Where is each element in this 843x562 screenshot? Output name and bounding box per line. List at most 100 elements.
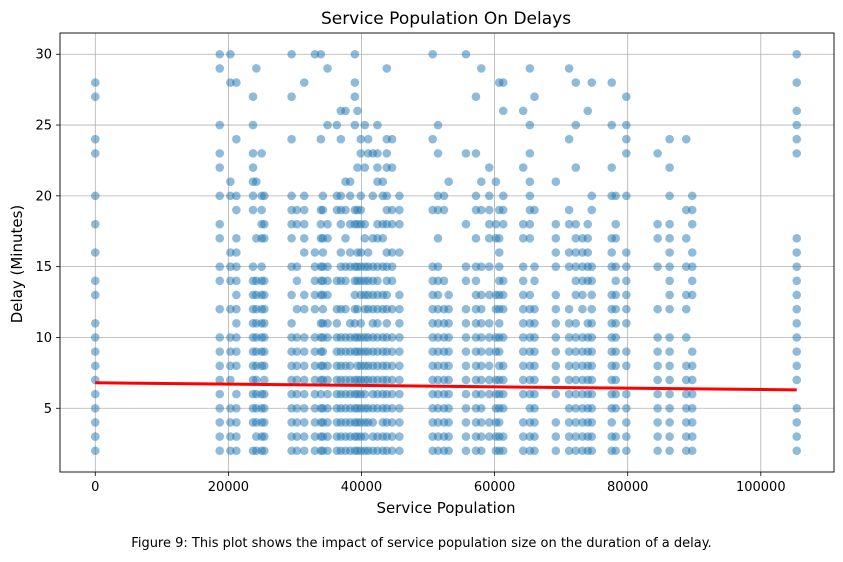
data-point	[498, 191, 508, 201]
data-point	[498, 446, 508, 456]
data-point	[622, 418, 631, 427]
data-point	[444, 347, 453, 356]
data-point	[316, 219, 326, 229]
data-point	[611, 375, 621, 385]
data-point	[622, 389, 631, 399]
data-point	[681, 418, 691, 427]
data-point	[299, 78, 309, 87]
data-point	[332, 319, 342, 328]
data-point	[665, 248, 674, 257]
data-point	[587, 319, 597, 328]
data-point	[476, 403, 486, 413]
data-point	[341, 276, 350, 286]
data-point	[323, 262, 332, 271]
data-point	[653, 333, 662, 342]
data-point	[323, 64, 332, 73]
data-point	[587, 418, 597, 427]
data-point	[215, 149, 225, 158]
data-point	[350, 319, 360, 328]
data-point	[622, 319, 631, 328]
data-point	[433, 149, 443, 158]
data-point	[444, 319, 453, 328]
data-point	[530, 205, 539, 215]
x-tick-label: 60000	[474, 480, 515, 495]
data-point	[587, 446, 597, 456]
data-point	[226, 49, 235, 59]
data-point	[444, 290, 453, 300]
data-point	[498, 78, 508, 87]
data-point	[484, 347, 494, 356]
data-point	[215, 276, 225, 286]
data-point	[444, 375, 453, 385]
data-point	[226, 403, 235, 413]
data-point	[310, 347, 320, 356]
data-point	[299, 219, 309, 229]
data-point	[292, 304, 302, 314]
data-point	[551, 219, 561, 229]
data-point	[226, 276, 235, 286]
data-point	[792, 361, 802, 371]
data-point	[687, 219, 697, 229]
data-point	[564, 361, 574, 371]
data-point	[461, 304, 471, 314]
data-point	[260, 432, 269, 441]
data-point	[336, 191, 346, 201]
data-point	[484, 432, 494, 441]
data-point	[363, 248, 373, 257]
data-point	[90, 191, 100, 201]
data-point	[215, 64, 225, 73]
data-point	[498, 106, 508, 116]
data-point	[323, 120, 332, 130]
data-point	[525, 177, 535, 186]
data-point	[653, 446, 662, 456]
data-point	[665, 361, 674, 371]
data-point	[226, 248, 235, 257]
data-point	[484, 319, 494, 328]
data-point	[551, 177, 561, 186]
data-point	[292, 205, 302, 215]
data-point	[498, 205, 508, 215]
data-point	[310, 418, 320, 427]
data-point	[665, 432, 674, 441]
data-point	[607, 418, 617, 427]
data-point	[215, 375, 225, 385]
data-point	[622, 262, 631, 271]
data-point	[260, 347, 269, 356]
data-point	[530, 432, 539, 441]
data-point	[232, 418, 241, 427]
data-point	[323, 276, 332, 286]
data-point	[287, 319, 296, 328]
data-point	[248, 262, 258, 271]
data-point	[525, 234, 535, 243]
data-point	[792, 106, 802, 116]
data-point	[564, 248, 574, 257]
data-point	[792, 333, 802, 342]
data-point	[551, 432, 561, 441]
data-point	[433, 191, 443, 201]
data-point	[433, 276, 443, 286]
data-point	[287, 290, 296, 300]
plot-frame	[59, 32, 835, 473]
chart-title: Service Population On Delays	[321, 9, 571, 29]
data-point	[299, 418, 309, 427]
y-tick-label: 30	[35, 48, 52, 63]
data-point	[215, 49, 225, 59]
data-point	[687, 290, 697, 300]
data-point	[248, 205, 258, 215]
data-point	[611, 361, 621, 371]
data-point	[382, 319, 392, 328]
data-point	[587, 361, 597, 371]
data-point	[373, 120, 382, 130]
data-point	[476, 319, 486, 328]
data-point	[611, 389, 621, 399]
data-point	[551, 248, 561, 257]
data-point	[260, 403, 269, 413]
data-point	[681, 375, 691, 385]
data-point	[494, 319, 504, 328]
data-point	[439, 205, 449, 215]
data-point	[461, 333, 471, 342]
data-point	[252, 375, 261, 385]
data-point	[232, 134, 241, 144]
data-point	[226, 432, 235, 441]
data-point	[387, 262, 397, 271]
